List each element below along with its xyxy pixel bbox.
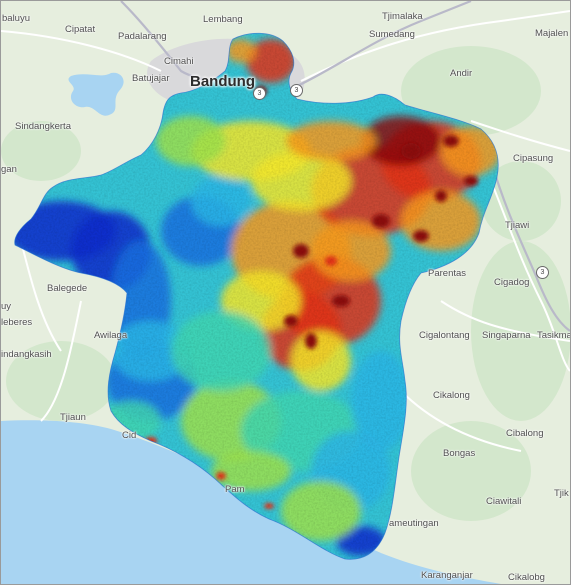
forest-areas [1, 46, 570, 521]
place-label-tasikmala: Tasikmal [537, 330, 571, 341]
place-label-gan: gan [1, 164, 17, 175]
place-label-cipatat: Cipatat [65, 24, 96, 35]
place-label-padalarang: Padalarang [118, 31, 167, 42]
place-label-ameutingan: ameutingan [389, 518, 439, 529]
place-label-lembang: Lembang [203, 14, 243, 25]
place-label-cibalong: Cibalong [506, 428, 544, 439]
place-label-tjiaun: Tjiaun [60, 412, 86, 423]
place-label-parentas: Parentas [428, 268, 467, 279]
place-label-tjimalaka: Tjimalaka [382, 11, 423, 22]
place-label-cid: Cid [122, 430, 137, 441]
place-label-indangkasih: indangkasih [1, 349, 52, 360]
place-label-cikalong: Cikalong [433, 390, 470, 401]
place-label-karanganjar: Karanganjar [421, 570, 473, 581]
place-label-cigalontang: Cigalontang [419, 330, 470, 341]
place-label-bongas: Bongas [443, 448, 476, 459]
place-label-tjik: Tjik [554, 488, 569, 499]
route-shield: 3 [536, 266, 549, 279]
route-shield: 3 [290, 84, 303, 97]
place-label-sindangkerta: Sindangkerta [15, 121, 71, 132]
place-label-cigadog: Cigadog [494, 277, 530, 288]
place-label-pam: Pam [225, 484, 245, 495]
place-label-sumedang: Sumedang [369, 29, 415, 40]
place-label-bandung: Bandung [190, 73, 255, 90]
place-label-leberes: leberes [1, 317, 33, 328]
place-label-uy: uy [1, 301, 12, 312]
place-label-tjiawi: Tjiawi [505, 220, 530, 231]
route-shield: 3 [253, 87, 266, 100]
place-label-cikalobg: Cikalobg [508, 572, 545, 583]
reservoir-water [68, 72, 124, 116]
place-label-baluyu: baluyu [2, 13, 30, 24]
road-network [1, 10, 570, 452]
place-label-awilaga: Awilaga [94, 330, 128, 341]
place-label-cimahi: Cimahi [164, 56, 194, 67]
place-label-cipasung: Cipasung [513, 153, 554, 164]
place-label-majalen: Majalen [535, 28, 569, 39]
place-label-balegede: Balegede [47, 283, 88, 294]
place-label-ciawitali: Ciawitali [486, 496, 522, 507]
place-label-singaparna: Singaparna [482, 330, 531, 341]
place-label-andir: Andir [450, 68, 473, 79]
place-label-batujajar: Batujajar [132, 73, 170, 84]
